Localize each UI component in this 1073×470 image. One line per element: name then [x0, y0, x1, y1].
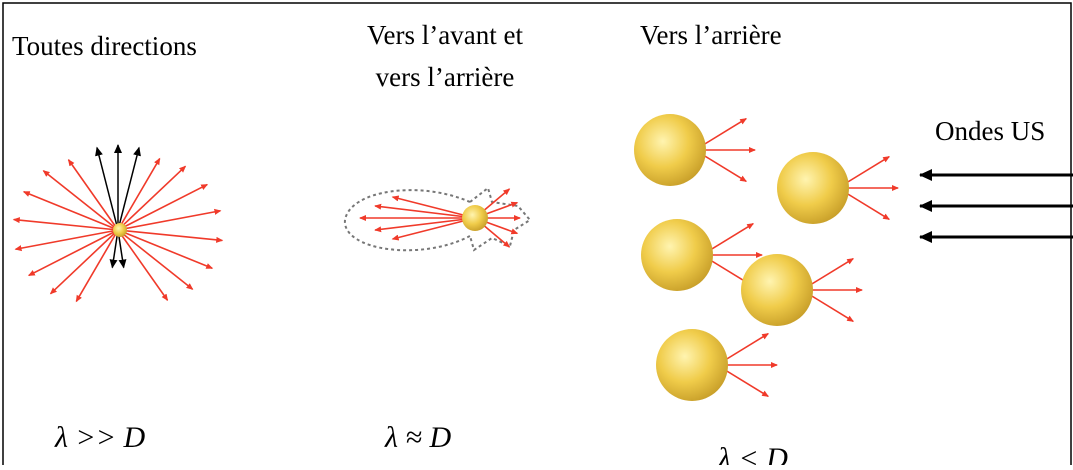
wave-label: Ondes US	[935, 116, 1045, 146]
ray	[117, 208, 222, 231]
arrow	[95, 146, 119, 231]
ray	[117, 157, 161, 231]
ray	[14, 229, 119, 252]
ray	[117, 183, 209, 231]
particle	[634, 114, 706, 186]
ray	[22, 191, 119, 231]
arrow	[117, 146, 141, 231]
condition: λ ≈ D	[384, 421, 451, 454]
ray	[67, 158, 119, 231]
lobe	[343, 189, 471, 252]
panel-title: Vers l’arrière	[640, 20, 782, 50]
forward-back-scatter	[343, 186, 532, 252]
back-scatter	[634, 114, 899, 401]
ray	[27, 229, 119, 277]
panel-title: vers l’arrière	[376, 62, 515, 92]
particle	[462, 205, 488, 231]
condition: λ < D	[717, 442, 788, 465]
ray	[42, 170, 119, 231]
ray	[75, 229, 119, 303]
panel-title: Vers l’avant et	[367, 20, 523, 50]
ray	[117, 229, 194, 290]
particle	[741, 254, 813, 326]
panel-title: Toutes directions	[12, 31, 197, 61]
ray	[391, 217, 476, 241]
incident-waves	[919, 169, 1073, 243]
ray	[12, 217, 119, 231]
ray	[391, 195, 476, 219]
ray	[374, 217, 476, 233]
particle	[777, 152, 849, 224]
lobe	[469, 186, 532, 252]
particle	[656, 329, 728, 401]
ray	[117, 229, 169, 302]
particle	[641, 219, 713, 291]
ray	[117, 165, 187, 231]
omni-scatter	[12, 144, 224, 303]
condition: λ >> D	[54, 421, 145, 454]
particle	[113, 223, 127, 237]
ray	[374, 203, 476, 219]
ray	[49, 229, 119, 295]
ray	[117, 229, 214, 269]
ray	[117, 229, 224, 243]
